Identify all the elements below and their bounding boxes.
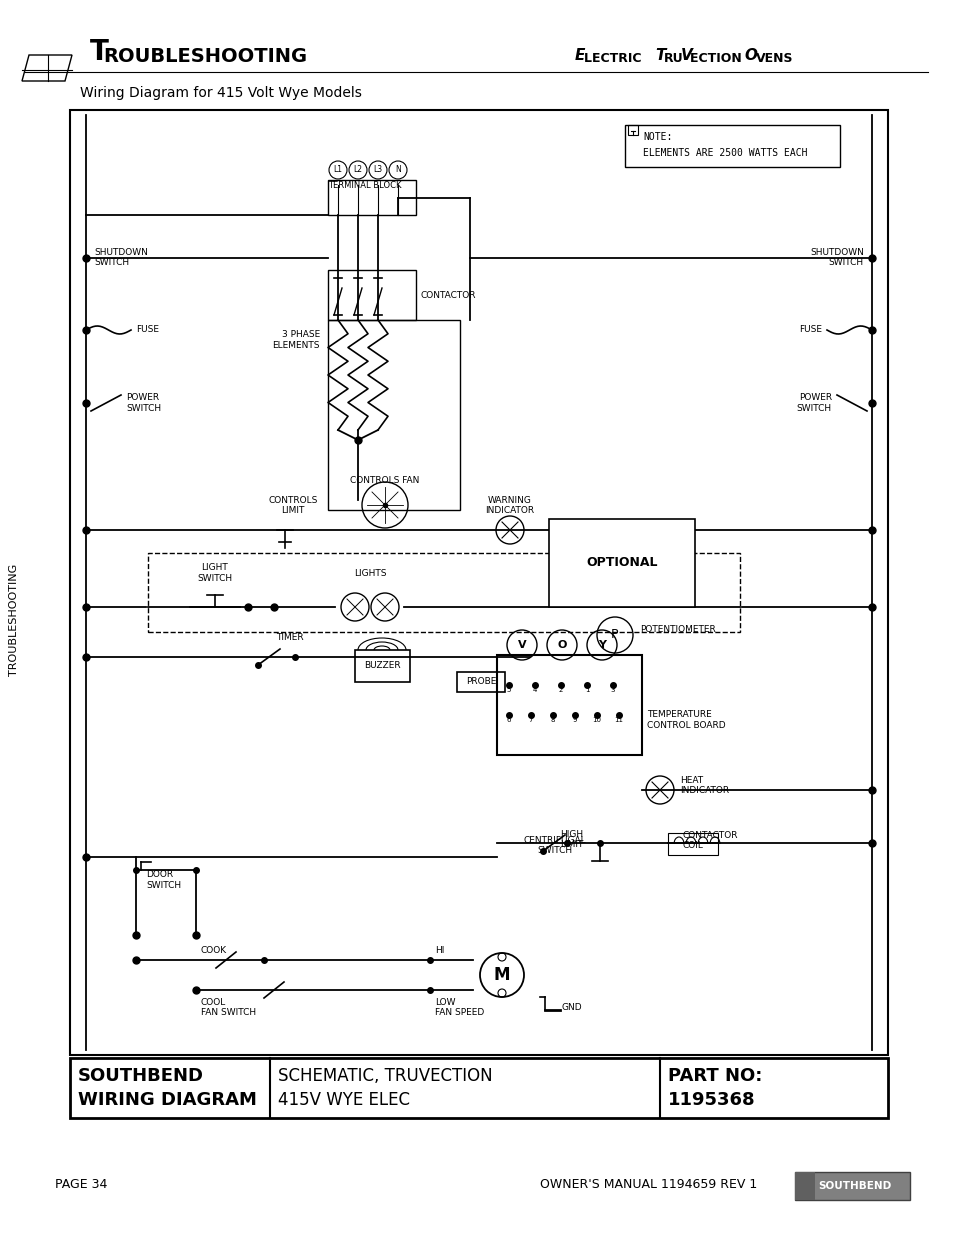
Text: 1: 1 [584,687,589,693]
Text: ELEMENTS ARE 2500 WATTS EACH: ELEMENTS ARE 2500 WATTS EACH [642,148,806,158]
Text: WARNING
INDICATOR: WARNING INDICATOR [485,495,534,515]
Bar [328,180,416,215]
Bar [794,1172,909,1200]
Bar [667,832,718,855]
Text: SCHEMATIC, TRUVECTION: SCHEMATIC, TRUVECTION [277,1067,492,1086]
Text: OPTIONAL: OPTIONAL [586,557,657,569]
Text: TERMINAL BLOCK: TERMINAL BLOCK [328,180,401,189]
Text: TROUBLESHOOTING: TROUBLESHOOTING [9,564,19,676]
Text: 3 PHASE
ELEMENTS: 3 PHASE ELEMENTS [273,330,319,350]
Text: BUZZER: BUZZER [363,662,400,671]
Text: SHUTDOWN
SWITCH: SHUTDOWN SWITCH [94,248,148,268]
Text: O: O [557,640,566,650]
Text: 10: 10 [592,718,601,722]
Text: V: V [517,640,526,650]
Text: 11: 11 [614,718,623,722]
Text: T: T [90,38,109,65]
Text: L1: L1 [334,165,342,174]
Text: M: M [494,966,510,984]
Text: FUSE: FUSE [136,326,159,335]
Text: 6: 6 [506,718,511,722]
Text: Y: Y [598,640,605,650]
Text: E: E [575,48,585,63]
Text: N: N [395,165,400,174]
Text: POWER
SWITCH: POWER SWITCH [126,393,161,412]
Text: COOL
FAN SWITCH: COOL FAN SWITCH [201,998,255,1018]
Bar [497,655,641,755]
Text: LIGHTS: LIGHTS [354,568,386,578]
Text: 2: 2 [558,687,562,693]
Text: OWNER'S MANUAL 1194659 REV 1: OWNER'S MANUAL 1194659 REV 1 [539,1178,757,1192]
Text: 3: 3 [610,687,615,693]
Text: L2: L2 [354,165,362,174]
Text: FUSE: FUSE [799,326,821,335]
Text: 8: 8 [550,718,555,722]
Text: 7: 7 [528,718,533,722]
Text: 5: 5 [506,687,511,693]
Text: SHUTDOWN
SWITCH: SHUTDOWN SWITCH [809,248,863,268]
Bar [148,553,740,632]
Text: ECTION: ECTION [689,52,745,64]
Bar [456,672,504,692]
Text: PROBE: PROBE [465,678,496,687]
Text: 4: 4 [533,687,537,693]
Text: LOW
FAN SPEED: LOW FAN SPEED [435,998,484,1018]
Polygon shape [794,1172,814,1200]
Text: GND: GND [561,1003,582,1011]
Text: PAGE 34: PAGE 34 [55,1178,108,1192]
Text: CONTACTOR: CONTACTOR [420,290,476,300]
Text: 415V WYE ELEC: 415V WYE ELEC [277,1091,410,1109]
Text: POWER
SWITCH: POWER SWITCH [796,393,831,412]
Text: TEMPERATURE
CONTROL BOARD: TEMPERATURE CONTROL BOARD [646,710,725,730]
Text: LIGHT
SWITCH: LIGHT SWITCH [197,563,233,583]
Text: NOTE:: NOTE: [642,132,672,142]
Text: L3: L3 [373,165,382,174]
Text: PART NO:: PART NO: [667,1067,761,1086]
Text: DOOR
SWITCH: DOOR SWITCH [146,871,181,889]
Text: HI: HI [435,946,444,955]
Bar [627,125,638,135]
Text: O: O [743,48,757,63]
Text: CENTRIFUGAL
SWITCH: CENTRIFUGAL SWITCH [523,836,586,855]
Text: 9: 9 [572,718,577,722]
Bar [355,650,410,682]
Text: P: P [611,629,618,641]
Bar [70,110,887,1055]
Text: RU: RU [663,52,683,64]
Text: 1195368: 1195368 [667,1091,755,1109]
Text: CONTROLS FAN: CONTROLS FAN [350,475,419,485]
Text: CONTACTOR
COIL: CONTACTOR COIL [682,831,738,851]
Text: SOUTHBEND: SOUTHBEND [818,1181,891,1191]
Text: V: V [680,48,692,63]
Text: Wiring Diagram for 415 Volt Wye Models: Wiring Diagram for 415 Volt Wye Models [80,86,361,100]
Text: CONTROLS
LIMIT: CONTROLS LIMIT [268,495,317,515]
Text: HEAT
INDICATOR: HEAT INDICATOR [679,776,728,795]
Text: SOUTHBEND: SOUTHBEND [78,1067,204,1086]
Text: POTENTIOMETER: POTENTIOMETER [639,625,715,635]
Text: VENS: VENS [755,52,793,64]
Text: COOK: COOK [201,946,227,955]
Bar [328,270,416,320]
Text: WIRING DIAGRAM: WIRING DIAGRAM [78,1091,256,1109]
Text: TIMER: TIMER [276,634,303,642]
Bar [624,125,840,167]
Text: ROUBLESHOOTING: ROUBLESHOOTING [103,47,307,65]
Bar [70,1058,887,1118]
Text: T: T [655,48,664,63]
Text: LECTRIC: LECTRIC [583,52,645,64]
Bar [328,320,459,510]
Text: HIGH
LIMIT: HIGH LIMIT [559,830,583,850]
